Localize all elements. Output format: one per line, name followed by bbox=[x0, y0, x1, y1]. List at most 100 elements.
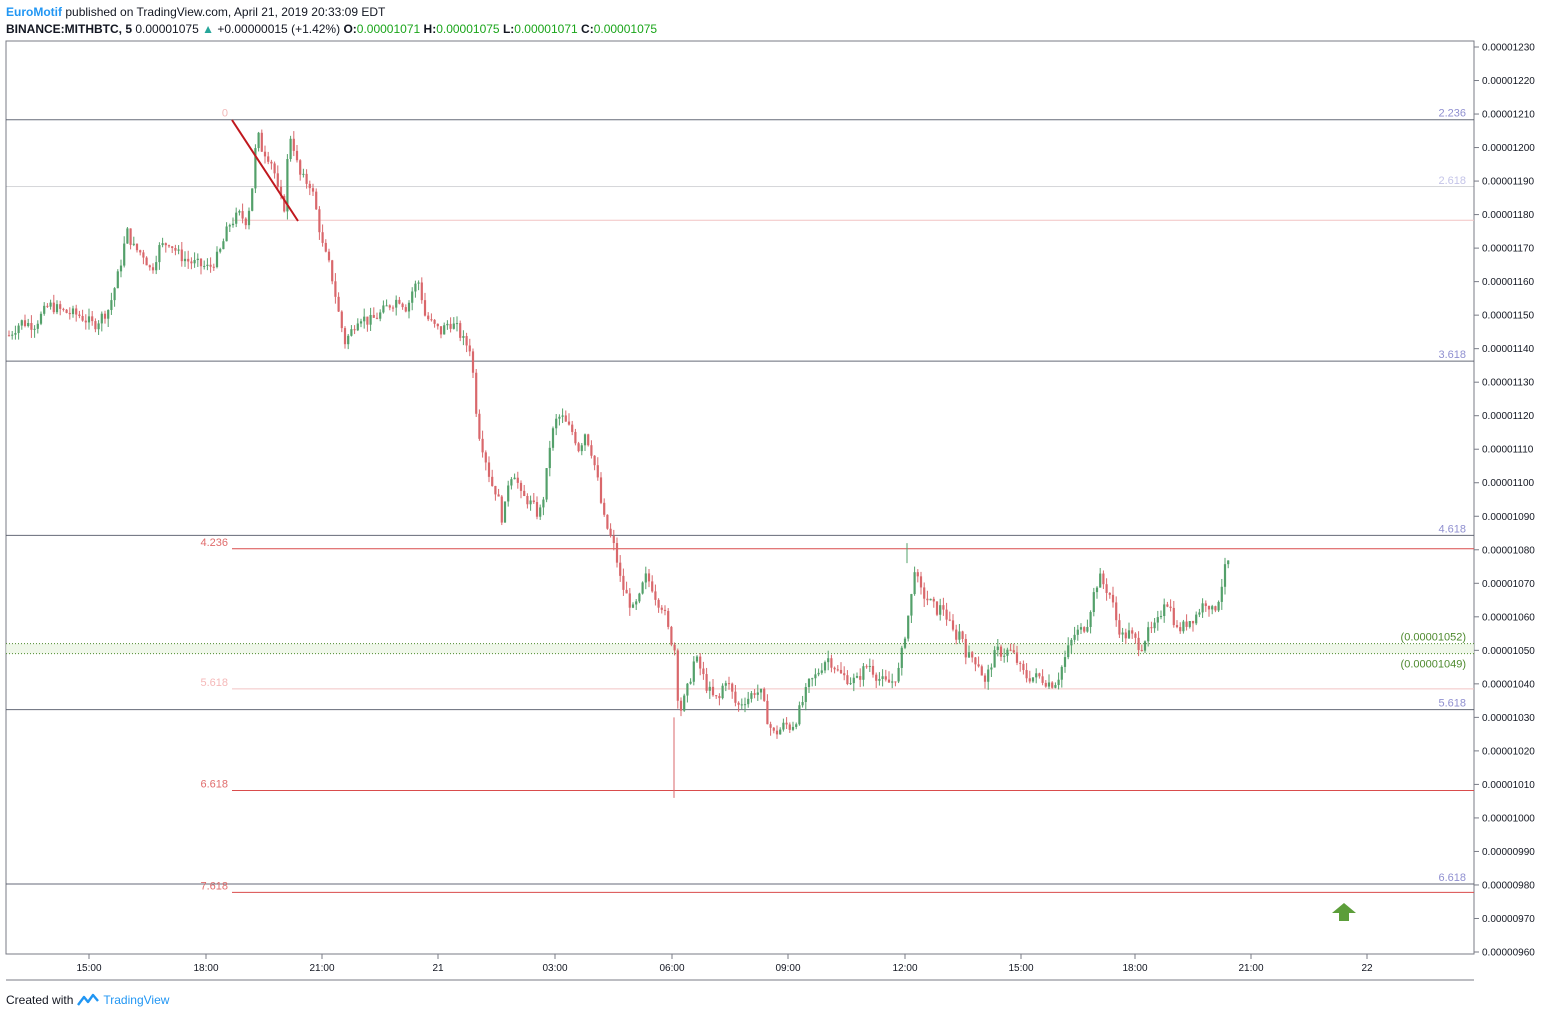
candle-body bbox=[430, 319, 433, 321]
candle-body bbox=[97, 323, 100, 330]
candle-body bbox=[782, 722, 785, 730]
candle-body bbox=[39, 313, 43, 324]
candle-body bbox=[270, 161, 273, 164]
published-text: published on TradingView.com, April 21, … bbox=[65, 5, 386, 19]
candle-body bbox=[1035, 673, 1038, 678]
y-tick-label: 0.00001010 bbox=[1482, 780, 1535, 791]
low-value: 0.00001071 bbox=[514, 22, 578, 36]
candle-body bbox=[1031, 677, 1035, 682]
candle-body bbox=[1140, 649, 1143, 651]
x-tick-label: 15:00 bbox=[76, 963, 101, 974]
candle-body bbox=[1118, 620, 1121, 635]
candle-body bbox=[1022, 663, 1025, 671]
candle-body bbox=[996, 646, 999, 651]
fib-level-label-right: 4.618 bbox=[1438, 523, 1466, 535]
up-arrow-icon[interactable] bbox=[1332, 903, 1356, 921]
candle-body bbox=[36, 323, 39, 329]
candle-body bbox=[1204, 603, 1207, 606]
trend-line[interactable] bbox=[231, 119, 299, 222]
candle-body bbox=[539, 507, 542, 517]
tradingview-brand[interactable]: TradingView bbox=[103, 993, 170, 1007]
candle-body bbox=[1115, 602, 1118, 621]
candle-body bbox=[577, 443, 580, 452]
fib-level-label-left: 6.618 bbox=[200, 778, 228, 790]
candle-body bbox=[1057, 679, 1060, 686]
candle-body bbox=[465, 336, 468, 346]
candle-body bbox=[52, 302, 55, 313]
candle-body bbox=[567, 421, 571, 425]
y-tick-label: 0.00001000 bbox=[1482, 813, 1535, 824]
candle-body bbox=[993, 650, 996, 668]
candle-body bbox=[676, 650, 679, 701]
x-tick-label: 22 bbox=[1361, 963, 1373, 974]
candle-body bbox=[212, 266, 215, 268]
candle-body bbox=[894, 681, 897, 683]
candle-body bbox=[1047, 682, 1051, 687]
candle-body bbox=[231, 223, 235, 226]
candle-body bbox=[247, 210, 251, 226]
candle-body bbox=[587, 434, 590, 446]
candle-body bbox=[1041, 676, 1044, 683]
y-tick-label: 0.00001070 bbox=[1482, 579, 1535, 590]
tradingview-logo-icon bbox=[77, 993, 100, 1006]
y-tick-label: 0.00001170 bbox=[1482, 244, 1535, 255]
candle-body bbox=[795, 724, 798, 727]
candle-body bbox=[1092, 592, 1095, 613]
candle-body bbox=[331, 260, 334, 282]
candle-body bbox=[142, 252, 145, 258]
candle-body bbox=[401, 303, 404, 308]
candle-body bbox=[481, 438, 484, 453]
candle-body bbox=[843, 673, 846, 676]
candle-body bbox=[279, 186, 283, 196]
candle-body bbox=[411, 291, 414, 303]
y-tick-label: 0.00001200 bbox=[1482, 143, 1535, 154]
candle-body bbox=[599, 477, 603, 503]
y-axis: 0.00000960 0.00000970 0.00000980 0.00000990… bbox=[1474, 43, 1535, 959]
fib-level-label-left: 4.236 bbox=[200, 537, 228, 549]
candle-body bbox=[148, 265, 151, 268]
candle-body bbox=[967, 652, 971, 658]
candle-body bbox=[254, 148, 257, 189]
candle-body bbox=[887, 679, 891, 683]
x-tick-label: 21 bbox=[432, 963, 444, 974]
candle-body bbox=[107, 310, 110, 319]
candle-body bbox=[555, 418, 558, 429]
candle-body bbox=[43, 305, 46, 314]
close-value: 0.00001075 bbox=[593, 22, 658, 36]
candle-body bbox=[295, 150, 299, 161]
candle-body bbox=[321, 232, 324, 243]
candle-body bbox=[721, 685, 724, 699]
candle-body bbox=[919, 576, 923, 588]
candle-body bbox=[622, 575, 625, 590]
y-tick-label: 0.00001030 bbox=[1482, 713, 1535, 724]
candle-body bbox=[641, 582, 644, 594]
candle-body bbox=[990, 667, 993, 670]
candle-body bbox=[139, 250, 142, 253]
candle-body bbox=[462, 336, 465, 338]
candle-body bbox=[958, 631, 961, 640]
candle-body bbox=[817, 672, 820, 675]
candle-body bbox=[593, 455, 596, 466]
candle-body bbox=[1163, 604, 1166, 616]
candle-body bbox=[183, 258, 187, 262]
candle-body bbox=[884, 676, 887, 680]
low-label: L: bbox=[502, 22, 515, 36]
candle-body bbox=[686, 683, 689, 696]
candle-body bbox=[91, 316, 94, 322]
y-tick-label: 0.00001080 bbox=[1482, 545, 1535, 556]
y-tick-label: 0.00000960 bbox=[1482, 948, 1535, 959]
author-name[interactable]: EuroMotif bbox=[6, 5, 62, 19]
candle-body bbox=[926, 598, 929, 601]
fib-level-label-right: 2.236 bbox=[1438, 108, 1466, 120]
candle-body bbox=[167, 245, 171, 247]
candle-body bbox=[113, 288, 116, 301]
candle-body bbox=[849, 683, 852, 685]
candle-body bbox=[772, 727, 775, 731]
candle-body bbox=[11, 334, 14, 336]
candle-body bbox=[1211, 606, 1214, 610]
candle-body bbox=[1207, 605, 1211, 610]
candle-body bbox=[315, 191, 318, 210]
chart-header: EuroMotif published on TradingView.com, … bbox=[6, 4, 657, 38]
y-tick-label: 0.00001220 bbox=[1482, 76, 1535, 87]
